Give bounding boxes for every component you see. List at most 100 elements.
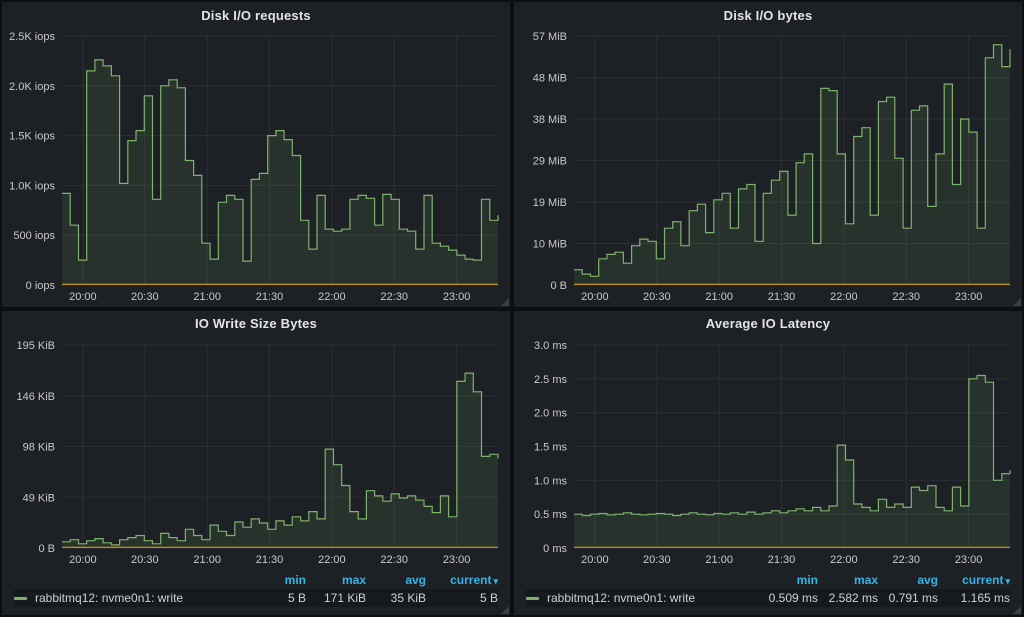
svg-text:22:30: 22:30 (380, 554, 408, 566)
legend-sort-current[interactable]: current ▾ (938, 573, 1010, 587)
legend-sort-current-label: current (450, 573, 492, 587)
legend-series-row: rabbitmq12: nvme0n1: write 5 B 171 KiB 3… (14, 589, 498, 607)
svg-text:20:00: 20:00 (69, 554, 97, 566)
legend-current-value: 1.165 ms (960, 591, 1010, 605)
svg-text:1.5 ms: 1.5 ms (534, 441, 568, 453)
legend-min-value: 5 B (287, 591, 306, 605)
legend-avg-value: 0.791 ms (888, 591, 938, 605)
caret-down-icon: ▾ (493, 576, 498, 586)
svg-text:0 ms: 0 ms (543, 543, 567, 555)
svg-text:21:00: 21:00 (193, 554, 221, 566)
legend-header-row: min max avg current ▾ (14, 571, 498, 589)
svg-text:48 MiB: 48 MiB (533, 73, 567, 85)
svg-text:20:00: 20:00 (581, 291, 609, 303)
svg-text:146 KiB: 146 KiB (16, 390, 55, 402)
svg-text:23:00: 23:00 (955, 291, 983, 303)
svg-text:20:30: 20:30 (643, 554, 671, 566)
panel-resize-handle-icon[interactable] (501, 606, 509, 614)
svg-text:10 MiB: 10 MiB (533, 239, 567, 251)
svg-text:22:30: 22:30 (380, 291, 408, 303)
svg-text:22:00: 22:00 (830, 291, 858, 303)
legend-header-row: min max avg current ▾ (526, 571, 1010, 589)
svg-text:21:00: 21:00 (705, 554, 733, 566)
svg-text:2.0K iops: 2.0K iops (9, 81, 55, 93)
svg-text:20:30: 20:30 (131, 291, 159, 303)
svg-text:0 B: 0 B (38, 543, 55, 555)
svg-text:195 KiB: 195 KiB (16, 340, 55, 352)
panel-title[interactable]: Disk I/O bytes (723, 7, 813, 23)
svg-text:21:30: 21:30 (768, 291, 796, 303)
legend-series-row: rabbitmq12: nvme0n1: write 0.509 ms 2.58… (526, 589, 1010, 607)
legend-max-value: 171 KiB (323, 591, 366, 605)
svg-text:23:00: 23:00 (443, 554, 471, 566)
legend-table: min max avg current ▾ rabbitmq12: nvme0n1… (2, 569, 510, 615)
svg-text:0 iops: 0 iops (26, 280, 56, 292)
panel-average-io-latency: Average IO Latency 20:00 20:30 21:00 21:30 2… (514, 310, 1022, 615)
legend-max-value: 2.582 ms (828, 591, 878, 605)
svg-text:19 MiB: 19 MiB (533, 197, 567, 209)
svg-text:21:00: 21:00 (193, 291, 221, 303)
time-series-chart[interactable]: 20:00 20:30 21:00 21:30 22:00 22:30 23:00 0 B 10… (514, 28, 1022, 307)
svg-text:2.0 ms: 2.0 ms (534, 407, 568, 419)
svg-text:0 B: 0 B (550, 280, 567, 292)
svg-text:22:30: 22:30 (892, 291, 920, 303)
panel-title[interactable]: IO Write Size Bytes (194, 316, 318, 331)
svg-text:23:00: 23:00 (955, 554, 983, 566)
legend-sort-avg[interactable]: avg (917, 573, 938, 587)
svg-text:22:00: 22:00 (318, 554, 346, 566)
svg-text:2.5 ms: 2.5 ms (534, 373, 568, 385)
panel-resize-handle-icon[interactable] (501, 297, 509, 306)
svg-text:0.5 ms: 0.5 ms (534, 509, 568, 521)
svg-text:49 KiB: 49 KiB (23, 492, 55, 504)
svg-text:20:30: 20:30 (643, 291, 671, 303)
svg-text:20:00: 20:00 (69, 291, 97, 303)
panel-title[interactable]: Average IO Latency (705, 316, 831, 331)
legend-avg-value: 35 KiB (390, 591, 426, 605)
panel-header: IO Write Size Bytes (2, 311, 510, 337)
svg-text:23:00: 23:00 (443, 291, 471, 303)
svg-text:3.0 ms: 3.0 ms (534, 340, 568, 352)
svg-text:98 KiB: 98 KiB (23, 441, 55, 453)
time-series-chart[interactable]: 20:00 20:30 21:00 21:30 22:00 22:30 23:00 0 iop… (2, 28, 510, 307)
legend-min-value: 0.509 ms (768, 591, 818, 605)
svg-text:21:30: 21:30 (256, 291, 284, 303)
panel-header: Disk I/O bytes (514, 2, 1022, 28)
time-series-chart[interactable]: 20:00 20:30 21:00 21:30 22:00 22:30 23:00 0 B 49… (2, 337, 510, 570)
svg-text:22:00: 22:00 (318, 291, 346, 303)
legend-sort-current[interactable]: current ▾ (426, 573, 498, 587)
svg-text:29 MiB: 29 MiB (533, 156, 567, 168)
time-series-chart[interactable]: 20:00 20:30 21:00 21:30 22:00 22:30 23:00 0 ms 0… (514, 337, 1022, 570)
svg-text:2.5K iops: 2.5K iops (9, 31, 55, 43)
legend-current-value: 5 B (479, 591, 498, 605)
legend-sort-avg[interactable]: avg (405, 573, 426, 587)
panel-disk-io-bytes: Disk I/O bytes 20:00 20:30 21:00 21:30 22:00… (514, 2, 1022, 307)
svg-text:21:30: 21:30 (768, 554, 796, 566)
svg-text:1.5K iops: 1.5K iops (9, 131, 55, 143)
panel-resize-handle-icon[interactable] (1013, 297, 1021, 306)
caret-down-icon: ▾ (1005, 576, 1010, 586)
legend-table: min max avg current ▾ rabbitmq12: nvme0n1… (514, 569, 1022, 615)
svg-text:22:00: 22:00 (830, 554, 858, 566)
series-color-swatch-icon[interactable] (526, 596, 539, 600)
svg-text:1.0K iops: 1.0K iops (9, 180, 55, 192)
svg-text:22:30: 22:30 (892, 554, 920, 566)
legend-sort-current-label: current (962, 573, 1004, 587)
panel-disk-io-requests: Disk I/O requests 20:00 20:30 21:00 21:30 22… (2, 2, 510, 307)
panel-title[interactable]: Disk I/O requests (201, 7, 311, 23)
series-name[interactable]: rabbitmq12: nvme0n1: write (35, 591, 184, 605)
svg-text:20:30: 20:30 (131, 554, 159, 566)
svg-text:20:00: 20:00 (581, 554, 609, 566)
legend-sort-max[interactable]: max (853, 573, 878, 587)
series-name[interactable]: rabbitmq12: nvme0n1: write (547, 591, 696, 605)
svg-text:500 iops: 500 iops (13, 230, 55, 242)
legend-sort-min[interactable]: min (796, 573, 818, 587)
svg-text:21:00: 21:00 (705, 291, 733, 303)
panel-resize-handle-icon[interactable] (1013, 606, 1021, 614)
panel-io-write-size-bytes: IO Write Size Bytes 20:00 20:30 21:00 21:30… (2, 310, 510, 615)
legend-sort-max[interactable]: max (341, 573, 366, 587)
legend-sort-min[interactable]: min (284, 573, 306, 587)
panel-header: Disk I/O requests (2, 2, 510, 28)
panel-header: Average IO Latency (514, 311, 1022, 337)
svg-text:21:30: 21:30 (256, 554, 284, 566)
series-color-swatch-icon[interactable] (14, 596, 27, 600)
